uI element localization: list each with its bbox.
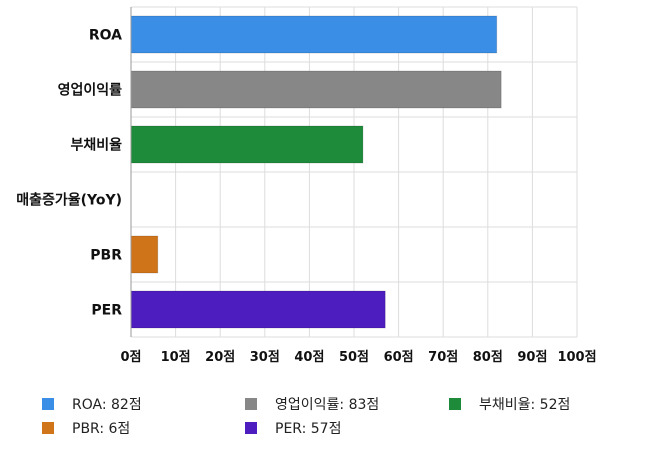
- bar-4: [130, 235, 159, 274]
- legend-swatch-pbr: [42, 422, 54, 434]
- bar-1: [130, 70, 502, 109]
- legend-swatch-per: [245, 422, 257, 434]
- x-tick-label-8: 80점: [473, 350, 503, 365]
- category-label-1: 영업이익률: [58, 82, 123, 99]
- legend-label-debt-ratio: 부채비율: 52점: [479, 397, 571, 413]
- x-tick-label-10: 100점: [557, 350, 596, 365]
- bar-0: [130, 15, 498, 54]
- legend-label-per: PER: 57점: [275, 421, 342, 437]
- category-label-5: PER: [91, 303, 122, 319]
- legend-item-debt-ratio: 부채비율: 52점: [449, 394, 570, 414]
- legend-item-pbr: PBR: 6점: [42, 418, 130, 438]
- legend-swatch-operating-margin: [245, 398, 257, 410]
- legend-label-operating-margin: 영업이익률: 83점: [275, 397, 380, 413]
- legend-swatch-roa: [42, 398, 54, 410]
- legend-swatch-debt-ratio: [449, 398, 461, 410]
- category-label-3: 매출증가율(YoY): [16, 192, 122, 209]
- x-tick-label-2: 20점: [205, 350, 235, 365]
- x-tick-label-9: 90점: [517, 350, 547, 365]
- legend-label-roa: ROA: 82점: [72, 397, 142, 413]
- x-tick-label-4: 40점: [294, 350, 324, 365]
- category-label-4: PBR: [90, 248, 122, 264]
- x-tick-label-5: 50점: [339, 350, 369, 365]
- category-label-0: ROA: [89, 28, 122, 44]
- legend-label-pbr: PBR: 6점: [72, 421, 131, 437]
- legend-item-roa: ROA: 82점: [42, 394, 142, 414]
- legend-item-per: PER: 57점: [245, 418, 341, 438]
- x-tick-label-7: 70점: [428, 350, 458, 365]
- legend: ROA: 82점 영업이익률: 83점 부채비율: 52점 PBR: 6점 PE…: [0, 388, 650, 448]
- category-label-2: 부채비율: [70, 137, 122, 154]
- bar-5: [130, 290, 386, 329]
- x-tick-label-1: 10점: [161, 350, 191, 365]
- legend-item-operating-margin: 영업이익률: 83점: [245, 394, 379, 414]
- x-tick-label-0: 0점: [120, 350, 141, 365]
- bar-2: [130, 125, 364, 164]
- x-tick-label-6: 60점: [384, 350, 414, 365]
- x-tick-label-3: 30점: [250, 350, 280, 365]
